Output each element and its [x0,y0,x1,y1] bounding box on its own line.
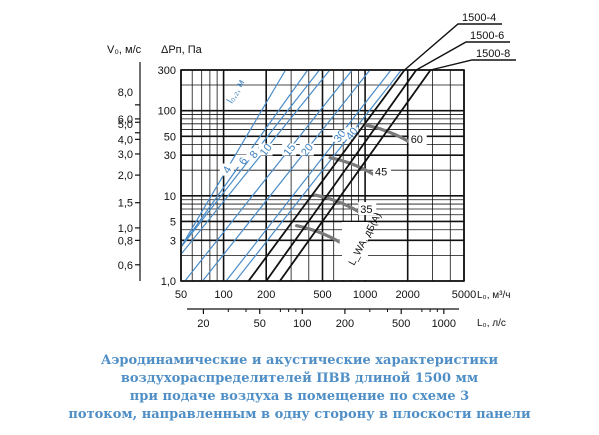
axes: 50 100 200 500 1000 2000 5000 L₀, м³/ч 20 50 100 20… [107,44,510,330]
x-tick-label: 5000 [452,289,476,301]
velocity-tick-label: 8,0 [118,87,133,99]
series-label-1500-8: 1500-8 [476,48,510,60]
throw-label-bg [282,143,297,156]
throw-label-4: 4 [221,164,234,175]
throw-line-20 [202,69,371,282]
y-tick-label: 10 [164,191,176,203]
throw-label-bg [246,148,261,161]
noise-label-bg [373,164,392,178]
velocity-tick-label: 1,0 [118,223,133,235]
series-leader-1500-4 [404,23,502,71]
throw-label-bg [332,129,347,142]
y-tick-label: 100 [158,106,176,118]
y-axis-label-velocity: V₀, м/с [107,44,142,56]
plot-frame [180,69,465,282]
y-tick-label: 300 [158,65,176,77]
caption-line-2: воздухораспределителей ПВВ длиной 1500 м… [120,371,479,386]
noise-label-60: 60 [411,134,423,146]
velocity-tick-label: 0,6 [118,260,133,272]
velocity-tick-label: 2,0 [118,170,133,182]
series-line-1500-8 [279,69,432,282]
x2-tick-label: 200 [336,318,354,330]
y-tick-label: 30 [164,150,176,162]
x-tick-label: 50 [175,289,187,301]
y-tick-label: 5 [170,216,176,228]
throw-label-bg [344,127,359,140]
throw-label-40: 40 [344,125,361,142]
velocity-tick-label: 3,0 [118,149,133,161]
velocity-tick-label: 4,0 [118,134,133,146]
noise-curve-35 [313,193,361,214]
y-tick-label: 1,0 [161,276,176,288]
caption-line-1: Аэродинамические и акустические характер… [100,353,499,368]
caption-line-4: потоком, направленным в одну сторону в п… [68,407,531,422]
x2-tick-label: 100 [293,318,311,330]
throw-line-40 [235,69,402,282]
y-tick-label: 3 [170,235,176,247]
x2-axis-label: L₀, л/с [477,318,506,329]
noise-curve-45 [328,156,376,177]
throw-label-bg [258,143,273,156]
throw-axis-label: l₀,₂, м [225,78,247,106]
velocity-tick-label: 1,5 [118,198,133,210]
noise-curve-25 [295,224,343,245]
series-label-1500-6: 1500-6 [470,30,504,42]
series-line-1500-6 [265,69,418,282]
noise-label-45: 45 [375,167,387,179]
throw-line-10 [180,69,331,255]
x2-tick-label: 20 [197,318,209,330]
series-line-1500-4 [247,69,406,282]
y-tick-label: 50 [164,131,176,143]
series-leader-1500-6 [415,41,510,71]
caption-line-3: при подаче воздуха в помещение по схеме … [129,389,470,404]
throw-label-bg [299,143,314,156]
noise-label-bg [408,132,427,146]
velocity-tick-label: 5,0 [118,119,133,131]
velocity-tick-label: 6,0 [118,114,133,126]
x2-tick-label: 500 [392,318,410,330]
series-leader-1500-8 [430,59,516,71]
noise-label-bg [358,202,377,216]
throw-label-10: 10 [258,142,275,159]
series-lines: 1500-4 1500-6 1500-8 [247,12,516,282]
noise-label-35: 35 [360,204,372,216]
x-tick-label: 1000 [353,289,377,301]
throw-line-4 [180,69,287,248]
throw-label-bg [219,163,234,176]
throw-label-15: 15 [281,142,298,159]
series-label-1500-4: 1500-4 [462,12,496,24]
x-tick-label: 200 [257,289,275,301]
x2-tick-label: 50 [254,318,266,330]
throw-line-15 [184,69,353,282]
x2-tick-label: 1000 [432,318,456,330]
throw-label-6: 6 [237,155,250,167]
x-tick-label: 100 [214,289,232,301]
throw-line-30 [225,69,392,282]
noise-axis-label-bg [342,222,368,280]
noise-curve-60 [364,123,412,144]
chart-caption: Аэродинамические и акустические характер… [0,352,599,424]
x-axis-label: L₀, м³/ч [477,290,510,301]
throw-label-20: 20 [299,142,316,159]
x-tick-label: 500 [313,289,331,301]
y-axis-label-pressure: ΔPп, Па [161,44,203,56]
plot-border [180,69,465,282]
x-tick-label: 2000 [395,289,419,301]
velocity-tick-label: 0,8 [118,235,133,247]
